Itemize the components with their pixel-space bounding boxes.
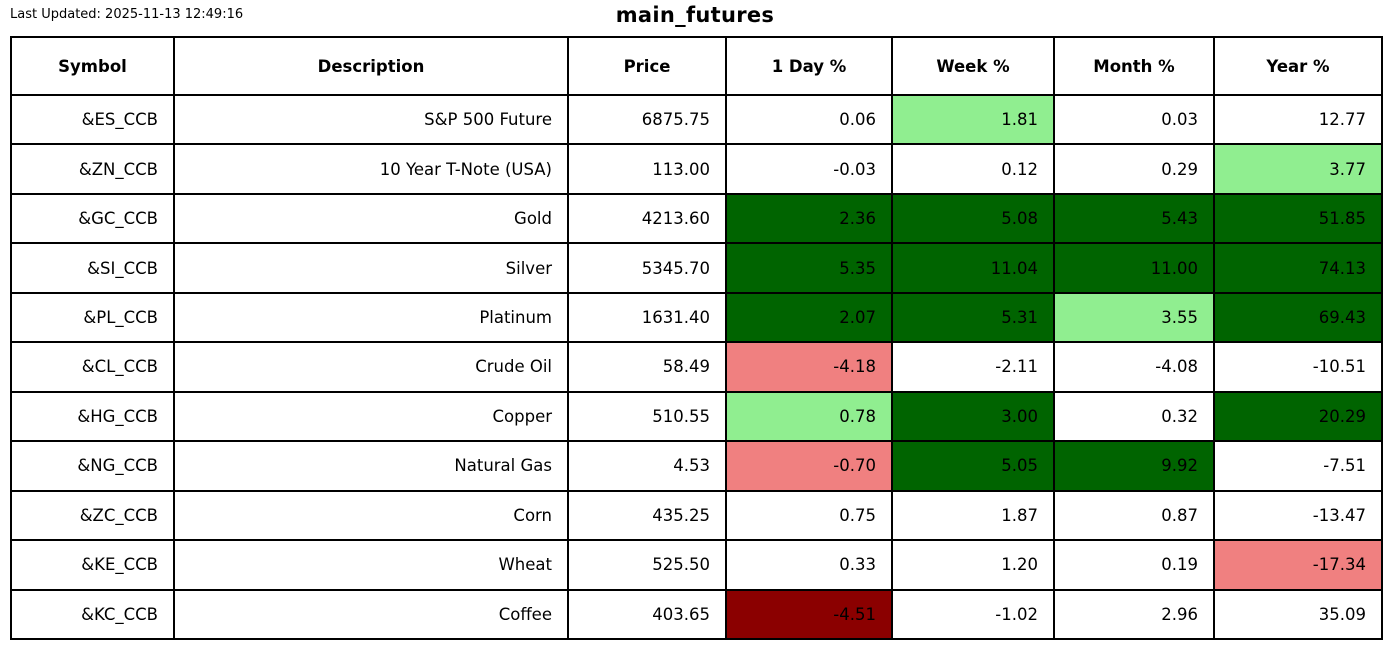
price-cell: 1631.40 bbox=[567, 291, 727, 344]
symbol-cell: &ES_CCB bbox=[10, 93, 175, 146]
year-pct-cell: -10.51 bbox=[1213, 341, 1383, 393]
year-pct-cell: -13.47 bbox=[1213, 489, 1383, 542]
symbol-cell: &HG_CCB bbox=[10, 390, 175, 443]
description-cell: Platinum bbox=[173, 291, 569, 344]
symbol-cell: &ZN_CCB bbox=[10, 143, 175, 195]
futures-table: Symbol Description Price 1 Day % Week % … bbox=[10, 36, 1383, 641]
column-header-month-pct: Month % bbox=[1053, 36, 1215, 96]
column-header-day-pct: 1 Day % bbox=[725, 36, 893, 96]
month-pct-cell: 0.29 bbox=[1053, 143, 1215, 195]
table-row: &ZC_CCB Corn 435.25 0.75 1.87 0.87 -13.4… bbox=[10, 489, 1383, 542]
day-pct-cell: -4.18 bbox=[725, 341, 893, 393]
week-pct-cell: 11.04 bbox=[891, 242, 1055, 294]
day-pct-cell: 0.33 bbox=[725, 539, 893, 591]
price-cell: 435.25 bbox=[567, 489, 727, 542]
week-pct-cell: 1.20 bbox=[891, 539, 1055, 591]
price-cell: 5345.70 bbox=[567, 242, 727, 294]
column-header-description: Description bbox=[173, 36, 569, 96]
month-pct-cell: 0.32 bbox=[1053, 390, 1215, 443]
symbol-cell: &SI_CCB bbox=[10, 242, 175, 294]
table-row: &ES_CCB S&P 500 Future 6875.75 0.06 1.81… bbox=[10, 93, 1383, 146]
week-pct-cell: 5.31 bbox=[891, 291, 1055, 344]
month-pct-cell: -4.08 bbox=[1053, 341, 1215, 393]
symbol-cell: &KE_CCB bbox=[10, 539, 175, 591]
day-pct-cell: 5.35 bbox=[725, 242, 893, 294]
week-pct-cell: 1.81 bbox=[891, 93, 1055, 146]
year-pct-cell: 12.77 bbox=[1213, 93, 1383, 146]
day-pct-cell: 0.06 bbox=[725, 93, 893, 146]
week-pct-cell: -1.02 bbox=[891, 588, 1055, 641]
symbol-cell: &ZC_CCB bbox=[10, 489, 175, 542]
table-row: &NG_CCB Natural Gas 4.53 -0.70 5.05 9.92… bbox=[10, 440, 1383, 492]
month-pct-cell: 5.43 bbox=[1053, 192, 1215, 245]
description-cell: 10 Year T-Note (USA) bbox=[173, 143, 569, 195]
month-pct-cell: 0.19 bbox=[1053, 539, 1215, 591]
month-pct-cell: 0.87 bbox=[1053, 489, 1215, 542]
year-pct-cell: 51.85 bbox=[1213, 192, 1383, 245]
table-header-row: Symbol Description Price 1 Day % Week % … bbox=[10, 36, 1383, 96]
description-cell: Copper bbox=[173, 390, 569, 443]
description-cell: S&P 500 Future bbox=[173, 93, 569, 146]
table-row: &KE_CCB Wheat 525.50 0.33 1.20 0.19 -17.… bbox=[10, 539, 1383, 591]
week-pct-cell: 5.05 bbox=[891, 440, 1055, 492]
description-cell: Natural Gas bbox=[173, 440, 569, 492]
description-cell: Coffee bbox=[173, 588, 569, 641]
symbol-cell: &CL_CCB bbox=[10, 341, 175, 393]
description-cell: Wheat bbox=[173, 539, 569, 591]
month-pct-cell: 3.55 bbox=[1053, 291, 1215, 344]
day-pct-cell: 2.07 bbox=[725, 291, 893, 344]
month-pct-cell: 2.96 bbox=[1053, 588, 1215, 641]
description-cell: Crude Oil bbox=[173, 341, 569, 393]
description-cell: Corn bbox=[173, 489, 569, 542]
table-row: &GC_CCB Gold 4213.60 2.36 5.08 5.43 51.8… bbox=[10, 192, 1383, 245]
week-pct-cell: 1.87 bbox=[891, 489, 1055, 542]
year-pct-cell: 35.09 bbox=[1213, 588, 1383, 641]
year-pct-cell: -7.51 bbox=[1213, 440, 1383, 492]
year-pct-cell: -17.34 bbox=[1213, 539, 1383, 591]
price-cell: 4.53 bbox=[567, 440, 727, 492]
year-pct-cell: 69.43 bbox=[1213, 291, 1383, 344]
symbol-cell: &GC_CCB bbox=[10, 192, 175, 245]
last-updated-timestamp: Last Updated: 2025-11-13 12:49:16 bbox=[10, 7, 244, 22]
table-row: &HG_CCB Copper 510.55 0.78 3.00 0.32 20.… bbox=[10, 390, 1383, 443]
week-pct-cell: 0.12 bbox=[891, 143, 1055, 195]
week-pct-cell: 5.08 bbox=[891, 192, 1055, 245]
day-pct-cell: 2.36 bbox=[725, 192, 893, 245]
table-row: &KC_CCB Coffee 403.65 -4.51 -1.02 2.96 3… bbox=[10, 588, 1383, 641]
symbol-cell: &PL_CCB bbox=[10, 291, 175, 344]
table-row: &CL_CCB Crude Oil 58.49 -4.18 -2.11 -4.0… bbox=[10, 341, 1383, 393]
price-cell: 58.49 bbox=[567, 341, 727, 393]
day-pct-cell: -0.03 bbox=[725, 143, 893, 195]
symbol-cell: &KC_CCB bbox=[10, 588, 175, 641]
symbol-cell: &NG_CCB bbox=[10, 440, 175, 492]
day-pct-cell: -4.51 bbox=[725, 588, 893, 641]
page-title: main_futures bbox=[615, 3, 775, 27]
price-cell: 4213.60 bbox=[567, 192, 727, 245]
year-pct-cell: 74.13 bbox=[1213, 242, 1383, 294]
column-header-price: Price bbox=[567, 36, 727, 96]
week-pct-cell: 3.00 bbox=[891, 390, 1055, 443]
price-cell: 525.50 bbox=[567, 539, 727, 591]
price-cell: 6875.75 bbox=[567, 93, 727, 146]
price-cell: 113.00 bbox=[567, 143, 727, 195]
table-row: &ZN_CCB 10 Year T-Note (USA) 113.00 -0.0… bbox=[10, 143, 1383, 195]
month-pct-cell: 11.00 bbox=[1053, 242, 1215, 294]
year-pct-cell: 20.29 bbox=[1213, 390, 1383, 443]
day-pct-cell: 0.78 bbox=[725, 390, 893, 443]
year-pct-cell: 3.77 bbox=[1213, 143, 1383, 195]
month-pct-cell: 0.03 bbox=[1053, 93, 1215, 146]
column-header-year-pct: Year % bbox=[1213, 36, 1383, 96]
month-pct-cell: 9.92 bbox=[1053, 440, 1215, 492]
description-cell: Gold bbox=[173, 192, 569, 245]
day-pct-cell: 0.75 bbox=[725, 489, 893, 542]
week-pct-cell: -2.11 bbox=[891, 341, 1055, 393]
day-pct-cell: -0.70 bbox=[725, 440, 893, 492]
price-cell: 403.65 bbox=[567, 588, 727, 641]
table-row: &PL_CCB Platinum 1631.40 2.07 5.31 3.55 … bbox=[10, 291, 1383, 344]
price-cell: 510.55 bbox=[567, 390, 727, 443]
description-cell: Silver bbox=[173, 242, 569, 294]
column-header-symbol: Symbol bbox=[10, 36, 175, 96]
table-row: &SI_CCB Silver 5345.70 5.35 11.04 11.00 … bbox=[10, 242, 1383, 294]
column-header-week-pct: Week % bbox=[891, 36, 1055, 96]
